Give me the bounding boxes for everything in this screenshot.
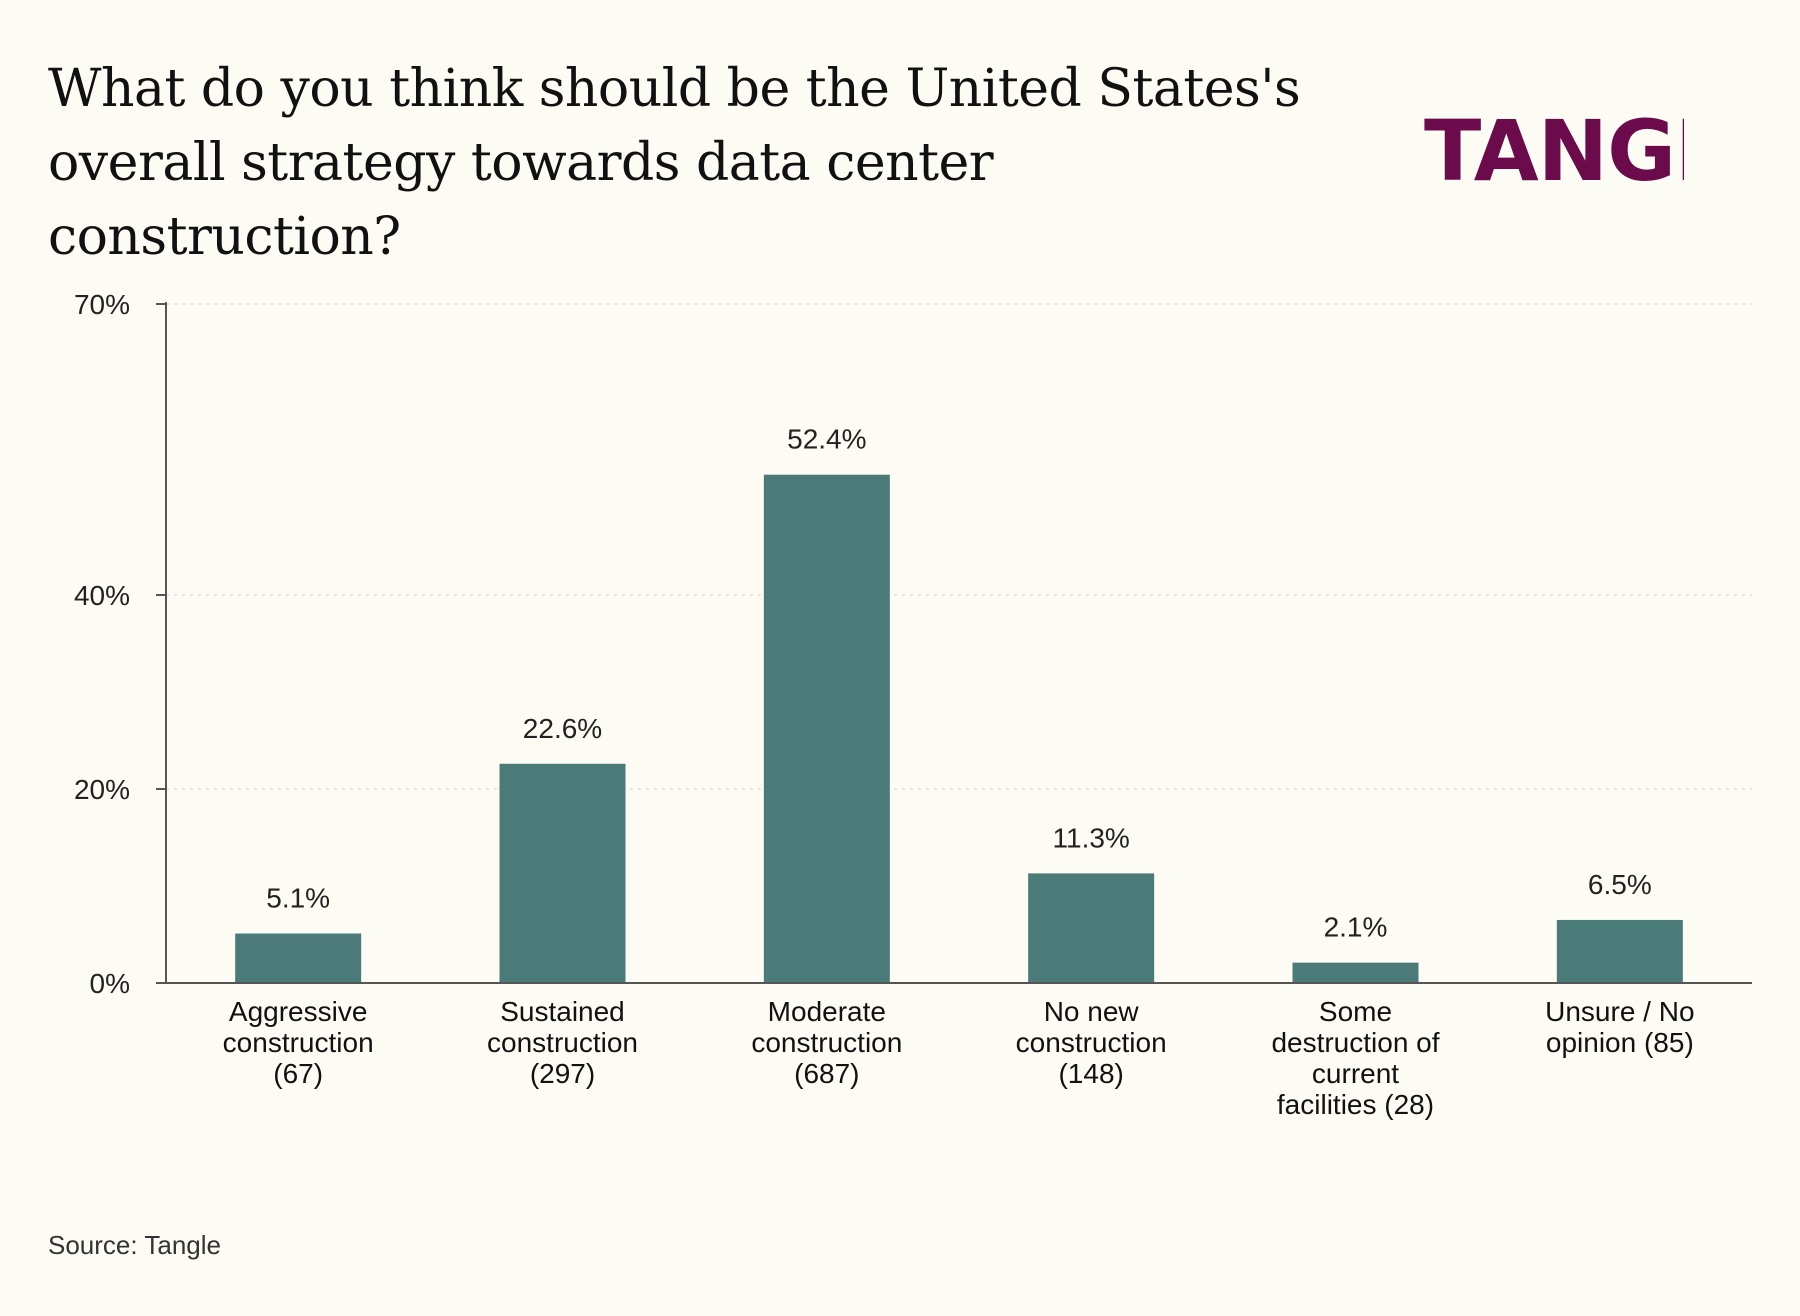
- chart-title-line-2: overall strategy towards data center con…: [48, 133, 994, 267]
- category-label-1-line-1: construction: [487, 1027, 638, 1058]
- axes: [165, 302, 1752, 984]
- category-label-1-line-0: Sustained: [500, 996, 625, 1027]
- grid-lines: [166, 303, 1752, 790]
- bar-0: [235, 933, 362, 983]
- category-labels: Aggressive construction (67)Sustained const…: [223, 996, 1695, 1120]
- value-label-1: 22.6%: [523, 713, 602, 744]
- y-tick-label-20: 20%: [74, 774, 130, 805]
- category-label-3-line-2: (148): [1058, 1058, 1123, 1089]
- value-label-4: 2.1%: [1324, 912, 1388, 943]
- y-axis-ticks: 0% 20% 40% 70%: [74, 289, 166, 999]
- value-label-2: 52.4%: [787, 424, 866, 455]
- y-tick-label-40: 40%: [74, 580, 130, 611]
- category-label-3-line-0: No new: [1044, 996, 1140, 1027]
- category-label-0-line-0: Aggressive: [229, 996, 368, 1027]
- bar-3: [1028, 873, 1155, 983]
- bar-1: [499, 763, 626, 983]
- value-label-0: 5.1%: [266, 883, 330, 914]
- category-label-1-line-2: (297): [530, 1058, 595, 1089]
- category-label-5-line-1: opinion (85): [1546, 1027, 1694, 1058]
- tangle-logo-text: TANGLE: [1424, 102, 1684, 200]
- bar-5: [1556, 919, 1683, 983]
- category-label-3-line-1: construction: [1016, 1027, 1167, 1058]
- category-label-4-line-0: Some: [1319, 996, 1392, 1027]
- category-label-0-line-2: (67): [273, 1058, 323, 1089]
- bar-2: [763, 474, 890, 983]
- category-label-5-line-0: Unsure / No: [1545, 996, 1694, 1027]
- source-note: Source: Tangle: [48, 1230, 221, 1260]
- value-label-5: 6.5%: [1588, 869, 1652, 900]
- category-label-5: Unsure / No opinion (85): [1545, 996, 1694, 1058]
- category-label-3: No new construction (148): [1016, 996, 1167, 1089]
- category-label-2-line-2: (687): [794, 1058, 859, 1089]
- category-label-0: Aggressive construction (67): [223, 996, 374, 1089]
- value-labels: 5.1% 22.6% 52.4% 11.3% 2.1% 6.5%: [266, 424, 1651, 943]
- bars: [235, 474, 1683, 983]
- chart-title-line-1: What do you think should be the United S…: [48, 59, 1301, 119]
- value-label-3: 11.3%: [1053, 822, 1130, 853]
- category-label-4: Some destruction of current facilities (28): [1271, 996, 1439, 1120]
- bar-4: [1292, 962, 1419, 983]
- bar-chart: 0%20%40%70% 5.1%22.6%52.4%11.3%2.1%6.5% …: [74, 289, 1752, 1120]
- category-label-2: Moderate construction (687): [751, 996, 902, 1089]
- category-label-0-line-1: construction: [223, 1027, 374, 1058]
- category-label-4-line-1: destruction of: [1271, 1027, 1439, 1058]
- y-tick-label-70: 70%: [74, 289, 130, 320]
- category-label-4-line-2: current: [1312, 1058, 1399, 1089]
- category-label-2-line-0: Moderate: [768, 996, 886, 1027]
- category-label-4-line-3: facilities (28): [1277, 1089, 1434, 1120]
- y-tick-label-0: 0%: [90, 968, 130, 999]
- category-label-1: Sustained construction (297): [487, 996, 638, 1089]
- chart-title: What do you think should be the United S…: [48, 52, 1348, 274]
- tangle-logo: TANGLE: [1424, 102, 1684, 200]
- category-label-2-line-1: construction: [751, 1027, 902, 1058]
